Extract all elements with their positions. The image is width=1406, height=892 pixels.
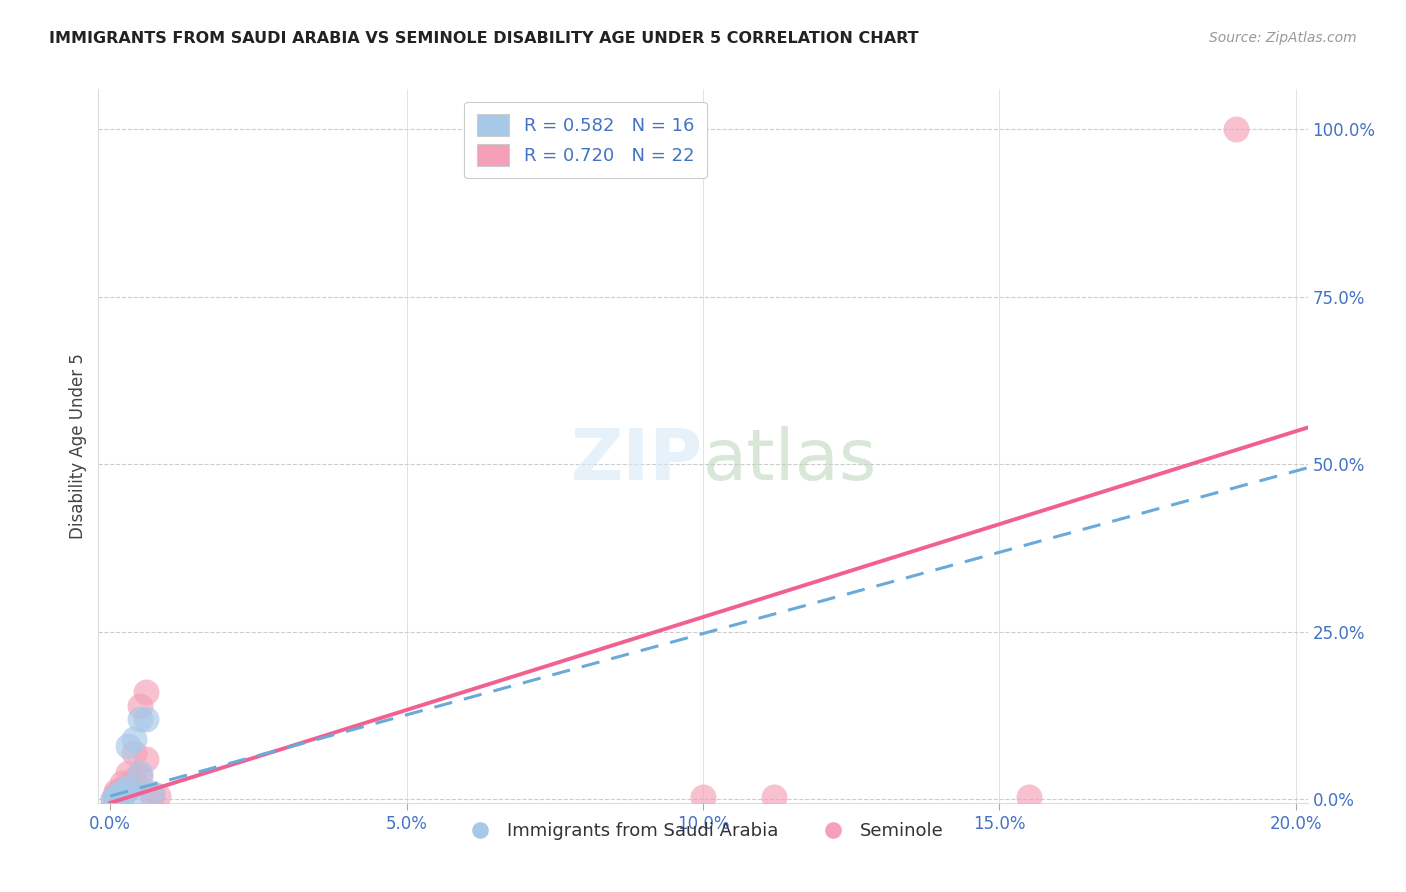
Point <box>105 791 128 805</box>
Text: Source: ZipAtlas.com: Source: ZipAtlas.com <box>1209 31 1357 45</box>
Y-axis label: Disability Age Under 5: Disability Age Under 5 <box>69 353 87 539</box>
Point <box>105 789 128 804</box>
Point <box>122 786 145 800</box>
Text: ZIP: ZIP <box>571 425 703 495</box>
Point <box>111 789 134 803</box>
Point <box>105 789 128 803</box>
Legend: Immigrants from Saudi Arabia, Seminole: Immigrants from Saudi Arabia, Seminole <box>456 815 950 847</box>
Point <box>146 789 169 803</box>
Point <box>692 789 714 804</box>
Point <box>105 789 128 803</box>
Point <box>141 789 163 803</box>
Point <box>122 772 145 787</box>
Point <box>135 752 157 766</box>
Point <box>122 732 145 747</box>
Point <box>111 786 134 800</box>
Point <box>117 765 139 780</box>
Point <box>129 769 152 783</box>
Point <box>129 712 152 726</box>
Point <box>105 791 128 805</box>
Point <box>103 792 125 806</box>
Point <box>117 782 139 797</box>
Point <box>103 792 125 806</box>
Point <box>763 789 786 804</box>
Point <box>111 789 134 803</box>
Point <box>105 787 128 801</box>
Point <box>105 784 128 798</box>
Point <box>122 746 145 760</box>
Text: IMMIGRANTS FROM SAUDI ARABIA VS SEMINOLE DISABILITY AGE UNDER 5 CORRELATION CHAR: IMMIGRANTS FROM SAUDI ARABIA VS SEMINOLE… <box>49 31 920 46</box>
Point <box>111 775 134 789</box>
Point <box>135 685 157 699</box>
Text: atlas: atlas <box>703 425 877 495</box>
Point <box>1018 789 1040 804</box>
Point <box>117 780 139 795</box>
Point <box>141 786 163 800</box>
Point <box>1225 122 1247 136</box>
Point <box>108 787 131 801</box>
Point <box>135 712 157 726</box>
Point <box>129 698 152 713</box>
Point <box>111 782 134 797</box>
Point <box>117 739 139 753</box>
Point <box>114 784 136 798</box>
Point <box>129 765 152 780</box>
